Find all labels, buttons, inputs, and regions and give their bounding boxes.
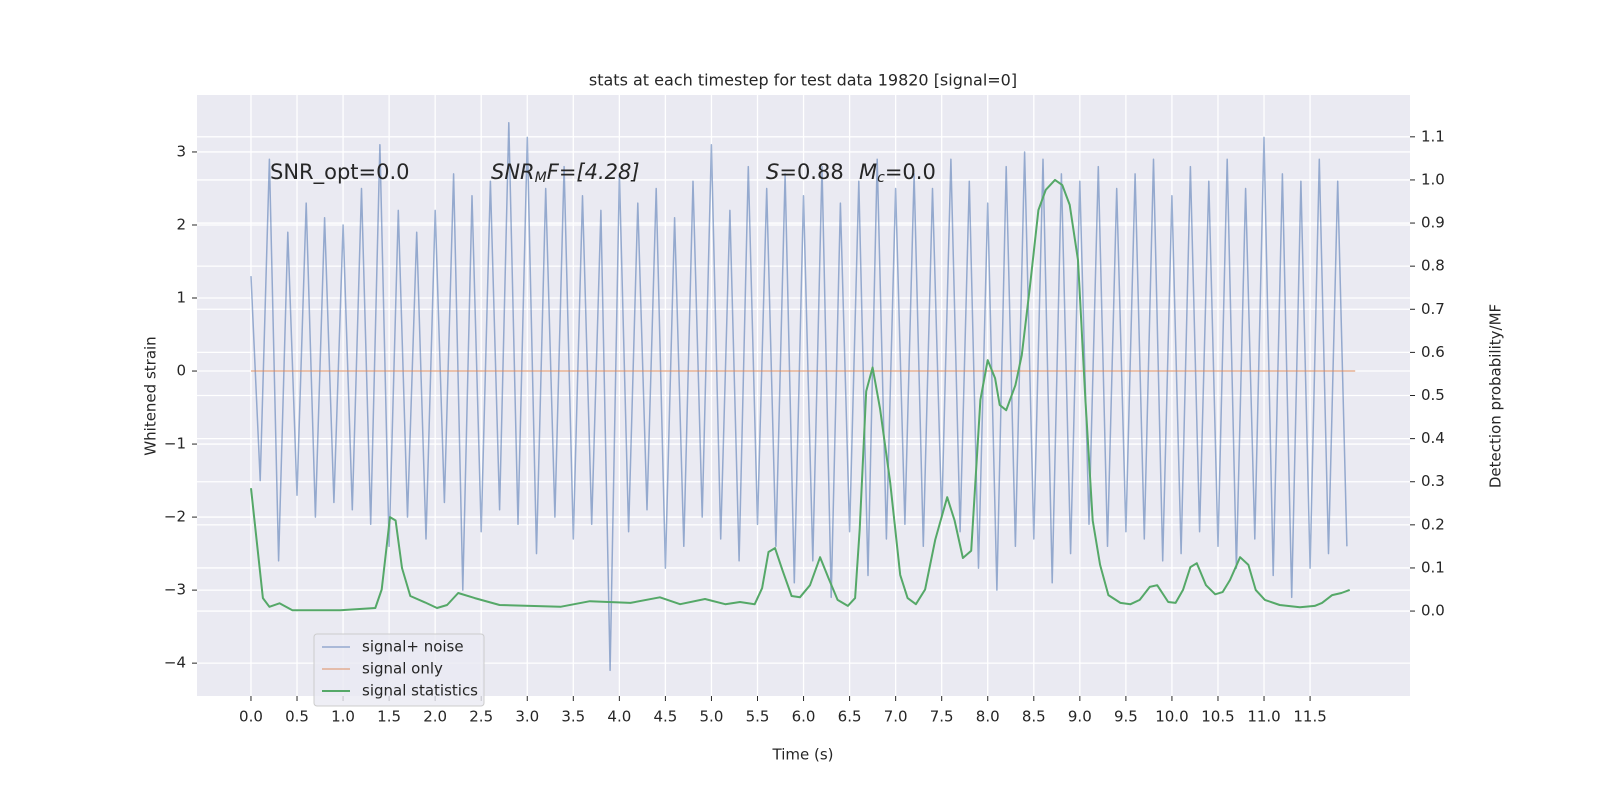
legend-box [313,633,485,707]
y-tick-label: −2 [164,508,186,526]
x-tick-label: 6.5 [838,708,862,726]
y-tick-label: 2 [176,215,186,233]
y-tick-label: 3 [176,142,186,160]
x-tick-label: 4.0 [607,708,631,726]
x-tick-label: 5.0 [700,708,724,726]
x-tick-label: 8.5 [1022,708,1046,726]
annotation-part: c [877,170,885,186]
y2-tick-label: 0.8 [1421,257,1445,275]
y2-tick-label: 0.9 [1421,214,1445,232]
series-line [250,178,1351,612]
y2-tick-label: 0.3 [1421,472,1445,490]
x-tick-label: 3.0 [515,708,539,726]
annotation-part: M [859,160,877,184]
x-tick-label: 2.5 [469,708,493,726]
y2-tick-label: 0.2 [1421,515,1445,533]
annotation-part: S [766,160,779,184]
y2-tick-label: 0.0 [1421,602,1445,620]
y2-axis-label: Detection probability/MF [1487,304,1505,488]
annotation-part: M [535,170,547,186]
chart-title: stats at each timestep for test data 198… [589,71,1017,90]
annotation-part: =0.88 [779,160,843,184]
y-tick-label: −1 [164,435,186,453]
x-tick-label: 2.0 [423,708,447,726]
y2-tick-label: 1.1 [1421,127,1445,145]
x-tick-label: 1.5 [377,708,401,726]
y2-tick-label: 1.0 [1421,170,1445,188]
x-tick-label: 9.0 [1068,708,1092,726]
x-tick-label: 4.5 [653,708,677,726]
annotation-part: =0.0 [885,160,936,184]
x-tick-label: 1.0 [331,708,355,726]
legend-label: signal statistics [362,682,478,700]
x-tick-label: 10.0 [1155,708,1188,726]
annotation-part: F=[4.28] [547,160,640,184]
x-tick-label: 0.5 [285,708,309,726]
x-tick-label: 8.0 [976,708,1000,726]
x-tick-label: 11.5 [1293,708,1326,726]
annotation: SNR_opt=0.0 [270,160,410,185]
x-tick-label: 6.0 [792,708,816,726]
y2-tick-label: 0.6 [1421,343,1445,361]
y2-tick-label: 0.7 [1421,300,1445,318]
marks [250,121,1356,672]
annotation-part: SNR [491,160,535,184]
x-axis-label: Time (s) [772,746,834,764]
series-line [250,121,1348,672]
annotation: Mc=0.0 [859,160,936,186]
y2-tick-label: 0.1 [1421,558,1445,576]
y-tick-label: 1 [176,289,186,307]
x-tick-label: 3.5 [561,708,585,726]
annotation-part: SNR_opt=0.0 [270,160,410,185]
x-tick-label: 0.0 [239,708,263,726]
y-tick-label: −4 [164,654,186,672]
y2-tick-label: 0.5 [1421,386,1445,404]
x-tick-label: 7.0 [884,708,908,726]
y-axis-label: Whitened strain [142,336,160,455]
x-tick-label: 11.0 [1247,708,1280,726]
y-tick-label: −3 [164,581,186,599]
x-tick-label: 7.5 [930,708,954,726]
x-tick-label: 9.5 [1114,708,1138,726]
x-tick-label: 10.5 [1201,708,1234,726]
x-tick-label: 5.5 [746,708,770,726]
legend-label: signal+ noise [362,638,464,656]
legend-label: signal only [362,660,443,678]
y2-tick-label: 0.4 [1421,429,1445,447]
annotation: S=0.88 [766,160,844,184]
y-tick-label: 0 [176,362,186,380]
annotation: SNRMF=[4.28] [491,160,640,186]
